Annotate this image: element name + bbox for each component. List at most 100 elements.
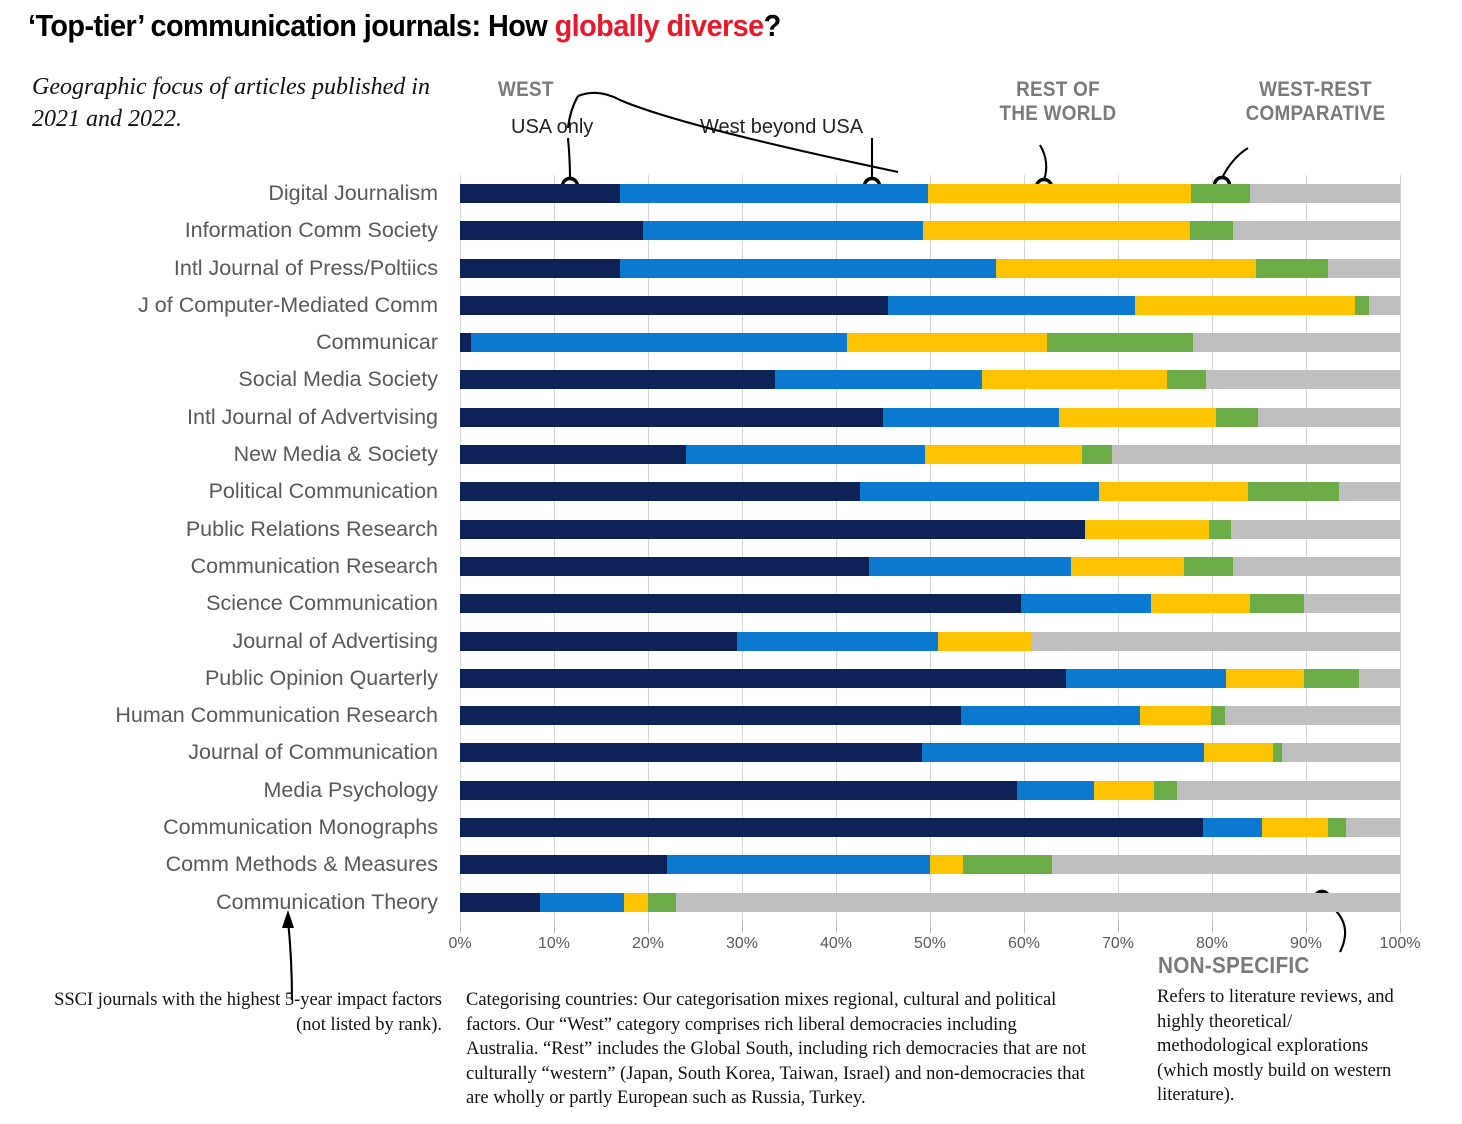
bar-segment-west-rest-comparative[interactable] <box>1354 295 1369 315</box>
bar-segment-non-specific[interactable] <box>1346 818 1400 838</box>
stacked-bar[interactable] <box>460 706 1400 726</box>
bar-segment-west-rest-comparative[interactable] <box>1209 519 1231 539</box>
bar-segment-rest-of-world[interactable] <box>1094 780 1154 800</box>
bar-segment-non-specific[interactable] <box>1177 780 1400 800</box>
bar-segment-non-specific[interactable] <box>1232 221 1400 241</box>
bar-segment-rest-of-world[interactable] <box>1085 519 1210 539</box>
bar-segment-non-specific[interactable] <box>1358 668 1400 688</box>
bar-segment-non-specific[interactable] <box>1112 445 1400 465</box>
bar-segment-usa-only[interactable] <box>460 743 923 763</box>
bar-segment-usa-only[interactable] <box>460 818 1203 838</box>
bar-segment-rest-of-world[interactable] <box>1261 818 1328 838</box>
stacked-bar[interactable] <box>460 333 1400 353</box>
bar-segment-non-specific[interactable] <box>1368 295 1400 315</box>
bar-segment-west-beyond-usa[interactable] <box>619 258 996 278</box>
stacked-bar[interactable] <box>460 780 1400 800</box>
bar-segment-rest-of-world[interactable] <box>624 892 648 912</box>
bar-segment-west-rest-comparative[interactable] <box>1256 258 1328 278</box>
bar-segment-usa-only[interactable] <box>460 892 540 912</box>
bar-segment-west-beyond-usa[interactable] <box>737 631 938 651</box>
bar-segment-rest-of-world[interactable] <box>923 221 1191 241</box>
bar-segment-west-rest-comparative[interactable] <box>1247 482 1339 502</box>
bar-segment-non-specific[interactable] <box>1193 333 1400 353</box>
stacked-bar[interactable] <box>460 855 1400 875</box>
bar-segment-non-specific[interactable] <box>1230 519 1400 539</box>
bar-segment-west-rest-comparative[interactable] <box>1082 445 1113 465</box>
bar-segment-west-rest-comparative[interactable] <box>1211 706 1226 726</box>
bar-segment-rest-of-world[interactable] <box>1204 743 1274 763</box>
bar-segment-usa-only[interactable] <box>460 221 644 241</box>
bar-segment-west-rest-comparative[interactable] <box>1190 221 1233 241</box>
bar-segment-rest-of-world[interactable] <box>1150 594 1250 614</box>
bar-segment-usa-only[interactable] <box>460 258 620 278</box>
bar-segment-west-beyond-usa[interactable] <box>685 445 926 465</box>
bar-segment-rest-of-world[interactable] <box>1139 706 1212 726</box>
bar-segment-west-rest-comparative[interactable] <box>1047 333 1194 353</box>
stacked-bar[interactable] <box>460 594 1400 614</box>
bar-segment-west-beyond-usa[interactable] <box>1017 780 1095 800</box>
bar-segment-west-beyond-usa[interactable] <box>539 892 625 912</box>
bar-segment-rest-of-world[interactable] <box>1058 407 1216 427</box>
bar-segment-usa-only[interactable] <box>460 706 962 726</box>
bar-segment-usa-only[interactable] <box>460 594 1022 614</box>
bar-segment-west-beyond-usa[interactable] <box>859 482 1100 502</box>
bar-segment-west-beyond-usa[interactable] <box>666 855 930 875</box>
bar-segment-rest-of-world[interactable] <box>928 184 1192 203</box>
bar-segment-west-rest-comparative[interactable] <box>1191 184 1250 203</box>
bar-segment-west-beyond-usa[interactable] <box>619 184 929 203</box>
bar-segment-west-beyond-usa[interactable] <box>883 407 1059 427</box>
bar-segment-west-rest-comparative[interactable] <box>1153 780 1178 800</box>
bar-segment-rest-of-world[interactable] <box>1099 482 1248 502</box>
bar-segment-west-rest-comparative[interactable] <box>647 892 677 912</box>
bar-segment-usa-only[interactable] <box>460 184 620 203</box>
bar-segment-west-rest-comparative[interactable] <box>1249 594 1305 614</box>
bar-segment-usa-only[interactable] <box>460 445 686 465</box>
bar-segment-usa-only[interactable] <box>460 519 1086 539</box>
bar-segment-west-beyond-usa[interactable] <box>961 706 1140 726</box>
bar-segment-rest-of-world[interactable] <box>995 258 1257 278</box>
bar-segment-usa-only[interactable] <box>460 482 860 502</box>
bar-segment-rest-of-world[interactable] <box>929 855 963 875</box>
stacked-bar[interactable] <box>460 221 1400 241</box>
stacked-bar[interactable] <box>460 295 1400 315</box>
bar-segment-west-rest-comparative[interactable] <box>1273 743 1283 763</box>
bar-segment-non-specific[interactable] <box>1225 706 1400 726</box>
stacked-bar[interactable] <box>460 818 1400 838</box>
stacked-bar[interactable] <box>460 445 1400 465</box>
bar-segment-west-rest-comparative[interactable] <box>1166 370 1207 390</box>
bar-segment-non-specific[interactable] <box>1327 258 1400 278</box>
bar-segment-usa-only[interactable] <box>460 668 1067 688</box>
bar-segment-usa-only[interactable] <box>460 631 738 651</box>
bar-segment-west-beyond-usa[interactable] <box>887 295 1135 315</box>
bar-segment-non-specific[interactable] <box>1258 407 1400 427</box>
stacked-bar[interactable] <box>460 482 1400 502</box>
bar-segment-rest-of-world[interactable] <box>1134 295 1355 315</box>
bar-segment-west-beyond-usa[interactable] <box>471 333 848 353</box>
stacked-bar[interactable] <box>460 631 1400 651</box>
bar-segment-rest-of-world[interactable] <box>937 631 1032 651</box>
bar-segment-west-rest-comparative[interactable] <box>1304 668 1359 688</box>
bar-segment-usa-only[interactable] <box>460 780 1018 800</box>
bar-segment-non-specific[interactable] <box>1338 482 1400 502</box>
stacked-bar[interactable] <box>460 407 1400 427</box>
stacked-bar[interactable] <box>460 258 1400 278</box>
bar-segment-usa-only[interactable] <box>460 855 667 875</box>
stacked-bar[interactable] <box>460 892 1400 912</box>
bar-segment-west-beyond-usa[interactable] <box>643 221 924 241</box>
bar-segment-usa-only[interactable] <box>460 556 869 576</box>
bar-segment-usa-only[interactable] <box>460 295 888 315</box>
bar-segment-non-specific[interactable] <box>1249 184 1400 203</box>
bar-segment-west-beyond-usa[interactable] <box>1066 668 1227 688</box>
bar-segment-west-rest-comparative[interactable] <box>1215 407 1259 427</box>
stacked-bar[interactable] <box>460 519 1400 539</box>
bar-segment-non-specific[interactable] <box>1304 594 1400 614</box>
bar-segment-non-specific[interactable] <box>1232 556 1400 576</box>
bar-segment-west-rest-comparative[interactable] <box>962 855 1053 875</box>
bar-segment-rest-of-world[interactable] <box>981 370 1167 390</box>
bar-segment-usa-only[interactable] <box>460 407 883 427</box>
bar-segment-usa-only[interactable] <box>460 370 775 390</box>
bar-segment-west-beyond-usa[interactable] <box>1021 594 1151 614</box>
bar-segment-west-beyond-usa[interactable] <box>774 370 982 390</box>
stacked-bar[interactable] <box>460 184 1400 203</box>
bar-segment-west-rest-comparative[interactable] <box>1327 818 1347 838</box>
